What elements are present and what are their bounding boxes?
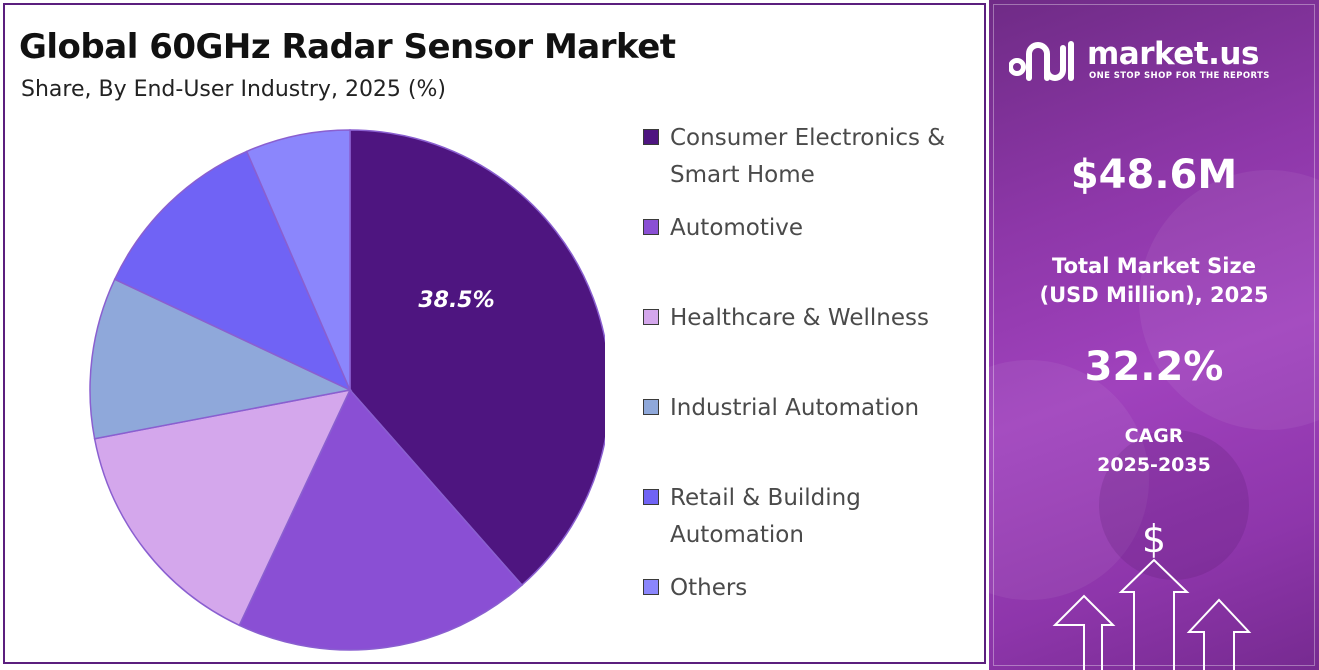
cagr-label-line1: CAGR — [1124, 425, 1184, 447]
chart-subtitle: Share, By End-User Industry, 2025 (%) — [21, 77, 446, 102]
brand-name: market.us — [1087, 36, 1259, 72]
legend-label: Consumer Electronics & Smart Home — [670, 125, 946, 188]
legend-label: Industrial Automation — [670, 395, 920, 421]
pie-slice-retail-building-automation — [113, 150, 352, 392]
market-size-label-line2: (USD Million), 2025 — [1039, 283, 1269, 307]
market-size-value: $48.6M — [1070, 152, 1238, 198]
legend-swatch — [643, 309, 659, 325]
pie-slice-others — [245, 129, 351, 391]
legend-label: Retail & Building Automation — [670, 485, 861, 548]
legend-label: Others — [670, 575, 748, 601]
market-size-label-line1: Total Market Size — [1052, 254, 1256, 278]
cagr-value: 32.2% — [1084, 344, 1224, 390]
pie-chart: 38.5% — [89, 129, 605, 651]
pie-data-label: 38.5% — [418, 288, 494, 313]
legend-label: Automotive — [670, 215, 804, 241]
pie-slice-healthcare-wellness — [93, 388, 352, 627]
legend-label: Healthcare & Wellness — [670, 305, 929, 331]
legend-swatch — [643, 489, 659, 505]
pie-slice-industrial-automation — [89, 278, 353, 440]
background-shape — [1099, 430, 1249, 580]
pie-slice-automotive — [238, 388, 523, 651]
summary-sidebar: market.us ONE STOP SHOP FOR THE REPORTS … — [989, 0, 1319, 670]
brand-tagline: ONE STOP SHOP FOR THE REPORTS — [1089, 71, 1270, 81]
growth-arrows-icon: $ — [1052, 517, 1252, 670]
chart-title: Global 60GHz Radar Sensor Market — [19, 27, 676, 67]
legend-swatch — [643, 219, 659, 235]
dollar-icon: $ — [1142, 517, 1166, 561]
pie-slice-consumer-electronics-smart-home — [349, 129, 605, 587]
legend-swatch — [643, 579, 659, 595]
chart-panel: Global 60GHz Radar Sensor Market Share, … — [3, 3, 986, 664]
legend-swatch — [643, 129, 659, 145]
market-us-logo-icon — [1009, 41, 1074, 81]
legend-swatch — [643, 399, 659, 415]
cagr-label-line2: 2025-2035 — [1097, 454, 1211, 476]
